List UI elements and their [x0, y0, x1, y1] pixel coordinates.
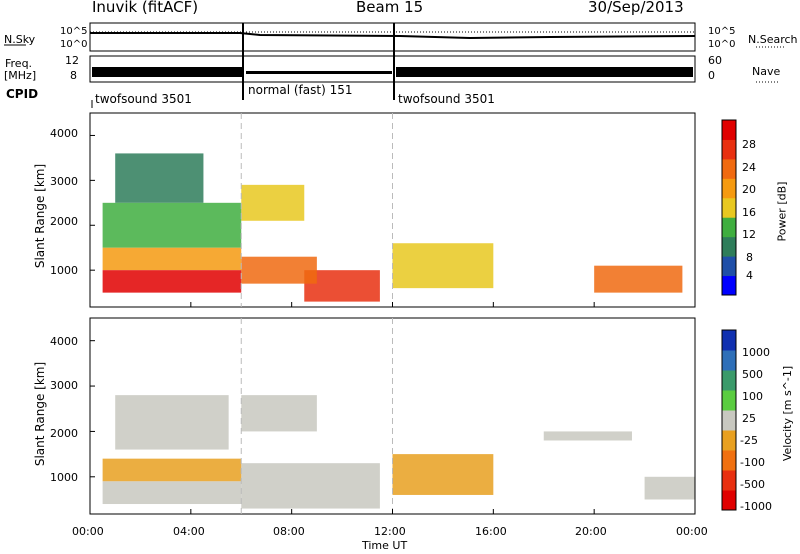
- freq-tick-low: 8: [70, 69, 77, 82]
- velocity-ytick-3000: 3000: [50, 379, 78, 392]
- velocity-ytick-1000: 1000: [50, 471, 78, 484]
- velocity-echo-patch: [241, 395, 317, 432]
- velocity-colorbar-segment: [722, 470, 736, 491]
- power-cbar-tick-8: 8: [746, 251, 753, 264]
- vel-cbar-tick-100: 100: [742, 390, 763, 403]
- xtick-1: 04:00: [173, 525, 205, 538]
- freq-trace-segment-3: [396, 67, 693, 77]
- power-colorbar-segment: [722, 256, 736, 277]
- velocity-echo-patch: [543, 431, 632, 441]
- power-colorbar-segment: [722, 139, 736, 160]
- power-echo-patch: [102, 247, 242, 271]
- velocity-colorbar-segment: [722, 390, 736, 411]
- power-colorbar-segment: [722, 178, 736, 199]
- power-echo-patch: [594, 265, 683, 293]
- nave-label: Nave: [752, 65, 781, 78]
- cpid-label: CPID: [6, 87, 39, 101]
- power-echo-patch: [102, 202, 242, 248]
- power-colorbar-segment: [722, 120, 736, 140]
- velocity-echo-patch: [102, 458, 242, 482]
- velocity-colorbar-segment: [722, 450, 736, 471]
- freq-panel-frame: [89, 55, 696, 83]
- velocity-colorbar-segment: [722, 330, 736, 351]
- freq-trace-segment-1: [92, 67, 242, 77]
- power-echo-patch: [392, 243, 494, 289]
- cpid-segment-3: twofsound 3501: [398, 92, 495, 106]
- power-colorbar-segment: [722, 197, 736, 218]
- power-echo-patch: [115, 153, 204, 203]
- power-ytick-4000: 4000: [50, 127, 78, 140]
- velocity-colorbar-segment: [722, 410, 736, 431]
- power-colorbar-frame: [721, 119, 737, 296]
- power-ytick-2000: 2000: [50, 215, 78, 228]
- velocity-echo-patch: [115, 395, 229, 450]
- freq-trace-segment-2: [246, 71, 392, 74]
- xtick-6: 00:00: [676, 525, 708, 538]
- freq-label: Freq.: [5, 57, 33, 70]
- power-colorbar: [721, 119, 737, 296]
- vel-cbar-tick-25: 25: [742, 412, 756, 425]
- power-cbar-tick-4: 4: [746, 269, 753, 282]
- power-colorbar-segment: [722, 158, 736, 179]
- velocity-panel: [89, 317, 696, 515]
- power-colorbar-segment: [722, 236, 736, 257]
- velocity-colorbar: [721, 329, 737, 511]
- cpid-segment-2: normal (fast) 151: [248, 83, 353, 97]
- velocity-colorbar-segment: [722, 490, 736, 511]
- noise-tick-low: 10^0: [60, 39, 88, 50]
- nsearch-label: N.Search: [748, 33, 798, 46]
- station-title: Inuvik (fitACF): [92, 0, 199, 16]
- xtick-4: 16:00: [475, 525, 507, 538]
- velocity-colorbar-frame: [721, 329, 737, 511]
- power-echo-patch: [241, 256, 317, 284]
- power-ytick-1000: 1000: [50, 264, 78, 277]
- vel-cbar-tick-minus1000: -1000: [740, 500, 772, 513]
- power-colorbar-segment: [722, 275, 736, 296]
- noise-tick-low-right: 10^0: [708, 39, 736, 50]
- freq-tick-high: 12: [65, 54, 79, 67]
- power-cbar-tick-28: 28: [742, 138, 756, 151]
- vel-cbar-tick-minus100: -100: [740, 456, 765, 469]
- vel-cbar-tick-1000: 1000: [742, 346, 770, 359]
- power-cbar-tick-16: 16: [742, 206, 756, 219]
- vel-cbar-tick-minus500: -500: [740, 478, 765, 491]
- velocity-echo-patch: [392, 454, 494, 495]
- power-colorbar-segment: [722, 217, 736, 238]
- velocity-echo-patch: [241, 463, 380, 509]
- velocity-ytick-4000: 4000: [50, 335, 78, 348]
- power-cbar-tick-20: 20: [742, 183, 756, 196]
- velocity-echo-patch: [644, 476, 695, 500]
- xtick-0: 00:00: [72, 525, 104, 538]
- xtick-2: 08:00: [273, 525, 305, 538]
- xtick-5: 20:00: [575, 525, 607, 538]
- xlabel: Time UT: [362, 539, 408, 552]
- power-cbar-tick-24: 24: [742, 161, 756, 174]
- velocity-colorbar-segment: [722, 430, 736, 451]
- noise-tick-high: 10^5: [60, 26, 88, 37]
- power-ytick-3000: 3000: [50, 175, 78, 188]
- date-title: 30/Sep/2013: [588, 0, 684, 16]
- nsky-label: N.Sky: [4, 33, 36, 46]
- power-cbar-tick-12: 12: [742, 228, 756, 241]
- vel-cbar-tick-minus25: -25: [740, 434, 758, 447]
- velocity-colorbar-segment: [722, 350, 736, 371]
- velocity-ytick-2000: 2000: [50, 427, 78, 440]
- nave-tick-high: 60: [708, 54, 722, 67]
- velocity-echo-patch: [102, 481, 242, 505]
- freq-unit: [MHz]: [4, 69, 37, 82]
- nsky-trace: [90, 32, 696, 40]
- vel-cbar-tick-500: 500: [742, 368, 763, 381]
- velocity-colorbar-segment: [722, 370, 736, 391]
- power-echo-patch: [102, 270, 242, 293]
- power-panel: [89, 112, 696, 308]
- beam-title: Beam 15: [356, 0, 424, 16]
- noise-tick-high-right: 10^5: [708, 26, 736, 37]
- xtick-3: 12:00: [374, 525, 406, 538]
- nave-tick-low: 0: [708, 69, 715, 82]
- power-echo-patch: [241, 184, 305, 221]
- cpid-segment-1: twofsound 3501: [95, 92, 192, 106]
